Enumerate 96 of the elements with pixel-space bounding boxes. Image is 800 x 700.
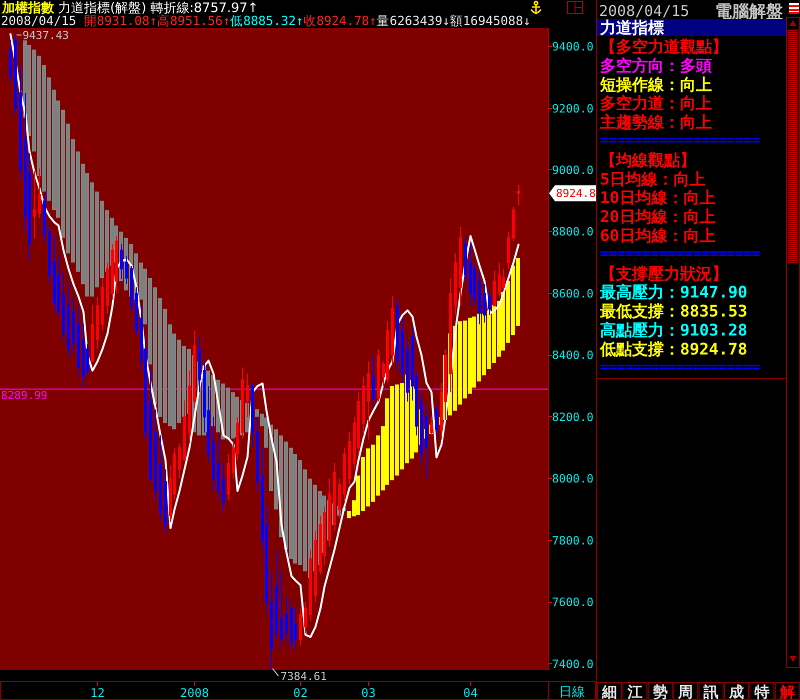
y-tick-label: 9000.0 — [552, 162, 594, 177]
candlestick — [367, 360, 370, 440]
candlestick — [82, 324, 85, 388]
text: 細 — [601, 683, 617, 700]
candlestick — [67, 280, 70, 358]
x-tick-label: 02 — [293, 686, 308, 700]
text: 主趨勢線：向上 — [599, 112, 712, 132]
y-tick-label: 7600.0 — [552, 595, 594, 610]
text: 成 — [728, 683, 744, 700]
text: 最低支撐：8835.53 — [599, 301, 748, 320]
candlestick — [19, 66, 22, 180]
text: 訊 — [702, 683, 719, 700]
candlestick — [48, 225, 51, 284]
text: 2008/04/15 — [599, 2, 690, 20]
y-tick-label: 8000.0 — [552, 472, 594, 486]
candlestick — [459, 226, 462, 306]
x-tick-label: 12 — [90, 686, 105, 700]
y-tick-label: 8600.0 — [552, 286, 594, 300]
text: 力道指標 — [599, 18, 664, 37]
candlestick — [372, 354, 375, 406]
candlestick — [507, 231, 510, 270]
text: 10日均線：向上 — [600, 188, 716, 207]
text: 江 — [626, 683, 642, 700]
candlestick — [96, 296, 99, 350]
x-tick-label: 2008 — [180, 686, 209, 700]
candlestick — [43, 192, 46, 245]
text: 60日均線：向上 — [600, 226, 716, 244]
text: 【均線觀點】 — [600, 150, 696, 169]
x-tick-label: 03 — [361, 686, 376, 700]
candlestick — [149, 370, 152, 484]
candlestick — [217, 434, 220, 501]
candlestick — [164, 468, 167, 534]
candlestick — [280, 570, 283, 649]
y-tick-label: 9200.0 — [552, 101, 594, 116]
text: 20日均線：向上 — [600, 206, 716, 226]
chart-title: 加權指數 力道指標(解盤) 轉折線:8757.97↑ — [1, 1, 258, 16]
text: 多空力道：向上 — [600, 93, 712, 112]
text: 低點支撐：8924.78 — [599, 338, 748, 358]
candlestick — [270, 570, 273, 670]
candlestick — [285, 595, 288, 643]
y-tick-label: 9400.0 — [552, 40, 594, 54]
y-tick-label: 7800.0 — [552, 533, 594, 548]
text: 最高壓力：9147.90 — [599, 282, 748, 302]
text: =================== — [600, 359, 760, 376]
annotation: 9437.43 — [22, 28, 69, 42]
candlestick — [222, 462, 225, 514]
candlestick — [9, 40, 12, 84]
candlestick — [299, 608, 302, 646]
text: 解 — [778, 683, 795, 700]
candlestick — [178, 442, 181, 480]
candlestick — [33, 170, 36, 238]
ref-line-label: 8289.99 — [1, 389, 48, 402]
text: 周 — [677, 683, 694, 700]
candlestick — [77, 304, 80, 378]
y-tick-label: 8200.0 — [552, 410, 594, 424]
candlestick — [377, 348, 380, 402]
text: =================== — [600, 132, 760, 148]
y-tick-label: 7400.0 — [552, 656, 594, 671]
text: 5日均線：向上 — [600, 168, 706, 188]
text: 【多空力道觀點】 — [600, 36, 728, 56]
text: 多空方向：多頭 — [600, 55, 712, 74]
candlestick — [343, 447, 346, 504]
candlestick — [498, 262, 501, 298]
candlestick — [91, 304, 94, 362]
text: 7384.61 — [280, 670, 327, 683]
candlestick — [517, 184, 520, 206]
candlestick — [72, 296, 75, 354]
candlestick — [391, 296, 394, 365]
text: 日線 — [559, 685, 585, 700]
text: 電腦解盤 — [715, 2, 783, 22]
candlestick — [275, 549, 278, 640]
candlestick — [290, 602, 293, 650]
y-tick-label: 8800.0 — [552, 224, 594, 239]
y-tick-label: 8400.0 — [552, 348, 594, 362]
candlestick — [386, 320, 389, 384]
candlestick — [62, 270, 65, 340]
text: 8924.8 — [556, 186, 596, 200]
candlestick — [159, 434, 162, 523]
candlestick — [304, 602, 307, 634]
text: 勢 — [652, 683, 668, 700]
x-tick-label: 04 — [463, 686, 478, 700]
chart-subtitle: 2008/04/15 開8931.08↑高8951.56↑低8885.32↑收8924.78↑量6263439↓額16945088↓ — [1, 13, 531, 28]
candlestick — [469, 244, 472, 306]
candlestick — [227, 453, 230, 501]
candlestick — [454, 252, 457, 316]
candlestick — [154, 408, 157, 501]
candlestick — [362, 376, 365, 436]
candlestick — [512, 206, 515, 242]
candlestick — [348, 432, 351, 486]
text: 特 — [753, 683, 770, 700]
text: 短操作線：向上 — [599, 74, 712, 94]
text: 【支撐壓力狀況】 — [600, 263, 728, 282]
text: 高點壓力：9103.28 — [600, 320, 748, 339]
candlestick — [396, 299, 399, 372]
candlestick — [464, 237, 467, 282]
text: =================== — [600, 246, 760, 262]
